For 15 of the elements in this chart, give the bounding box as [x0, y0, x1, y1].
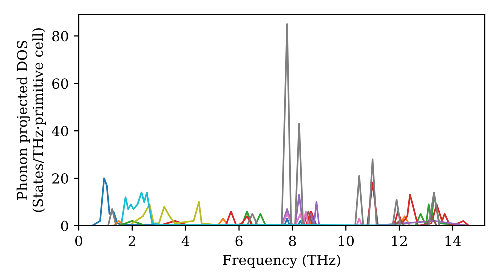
x-tick-label: 4 [182, 236, 190, 246]
y-tick-label: 40 [52, 126, 68, 137]
y-tick-label: 20 [52, 173, 68, 184]
y-axis-title: Phonon projected DOS (States/THz·primitive cell) [16, 28, 46, 212]
x-tick-label: 8 [289, 236, 296, 246]
y-tick-label: 60 [52, 78, 68, 90]
x-axis-title: Frequency (THz) [223, 254, 340, 268]
x-tick-label: 6 [236, 236, 243, 246]
x-tick-label: 10 [338, 236, 354, 246]
x-tick-label: 14 [446, 236, 462, 246]
y-tick-label: 80 [52, 31, 68, 42]
x-tick-label: 0 [75, 236, 82, 246]
x-tick-label: 12 [392, 236, 407, 246]
x-tick-label: 2 [128, 236, 136, 246]
y-tick-label: 0 [61, 220, 68, 232]
